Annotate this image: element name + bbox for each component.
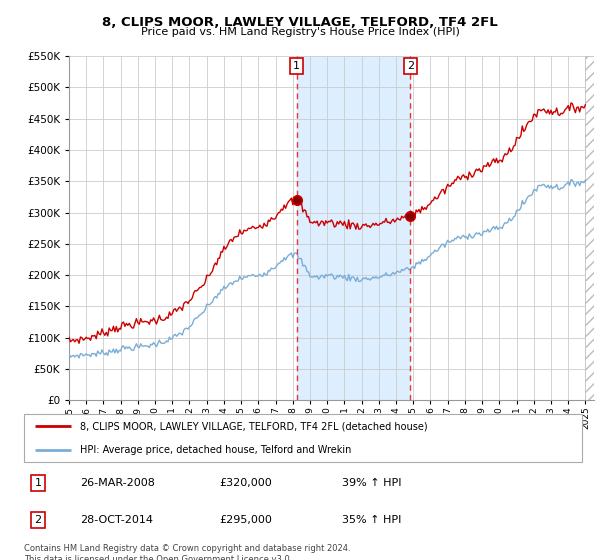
Text: 35% ↑ HPI: 35% ↑ HPI: [342, 515, 401, 525]
Text: Price paid vs. HM Land Registry's House Price Index (HPI): Price paid vs. HM Land Registry's House …: [140, 27, 460, 38]
Text: £320,000: £320,000: [220, 478, 272, 488]
Text: 1: 1: [293, 61, 300, 71]
Text: 2: 2: [34, 515, 41, 525]
FancyBboxPatch shape: [24, 414, 582, 462]
Text: 39% ↑ HPI: 39% ↑ HPI: [342, 478, 401, 488]
Text: HPI: Average price, detached house, Telford and Wrekin: HPI: Average price, detached house, Telf…: [80, 445, 351, 455]
Text: 28-OCT-2014: 28-OCT-2014: [80, 515, 153, 525]
Text: 8, CLIPS MOOR, LAWLEY VILLAGE, TELFORD, TF4 2FL: 8, CLIPS MOOR, LAWLEY VILLAGE, TELFORD, …: [102, 16, 498, 29]
Text: 8, CLIPS MOOR, LAWLEY VILLAGE, TELFORD, TF4 2FL (detached house): 8, CLIPS MOOR, LAWLEY VILLAGE, TELFORD, …: [80, 421, 427, 431]
Text: Contains HM Land Registry data © Crown copyright and database right 2024.
This d: Contains HM Land Registry data © Crown c…: [24, 544, 350, 560]
Text: 26-MAR-2008: 26-MAR-2008: [80, 478, 155, 488]
Text: 2: 2: [407, 61, 414, 71]
Text: £295,000: £295,000: [220, 515, 272, 525]
Text: 1: 1: [34, 478, 41, 488]
Bar: [297, 56, 410, 400]
